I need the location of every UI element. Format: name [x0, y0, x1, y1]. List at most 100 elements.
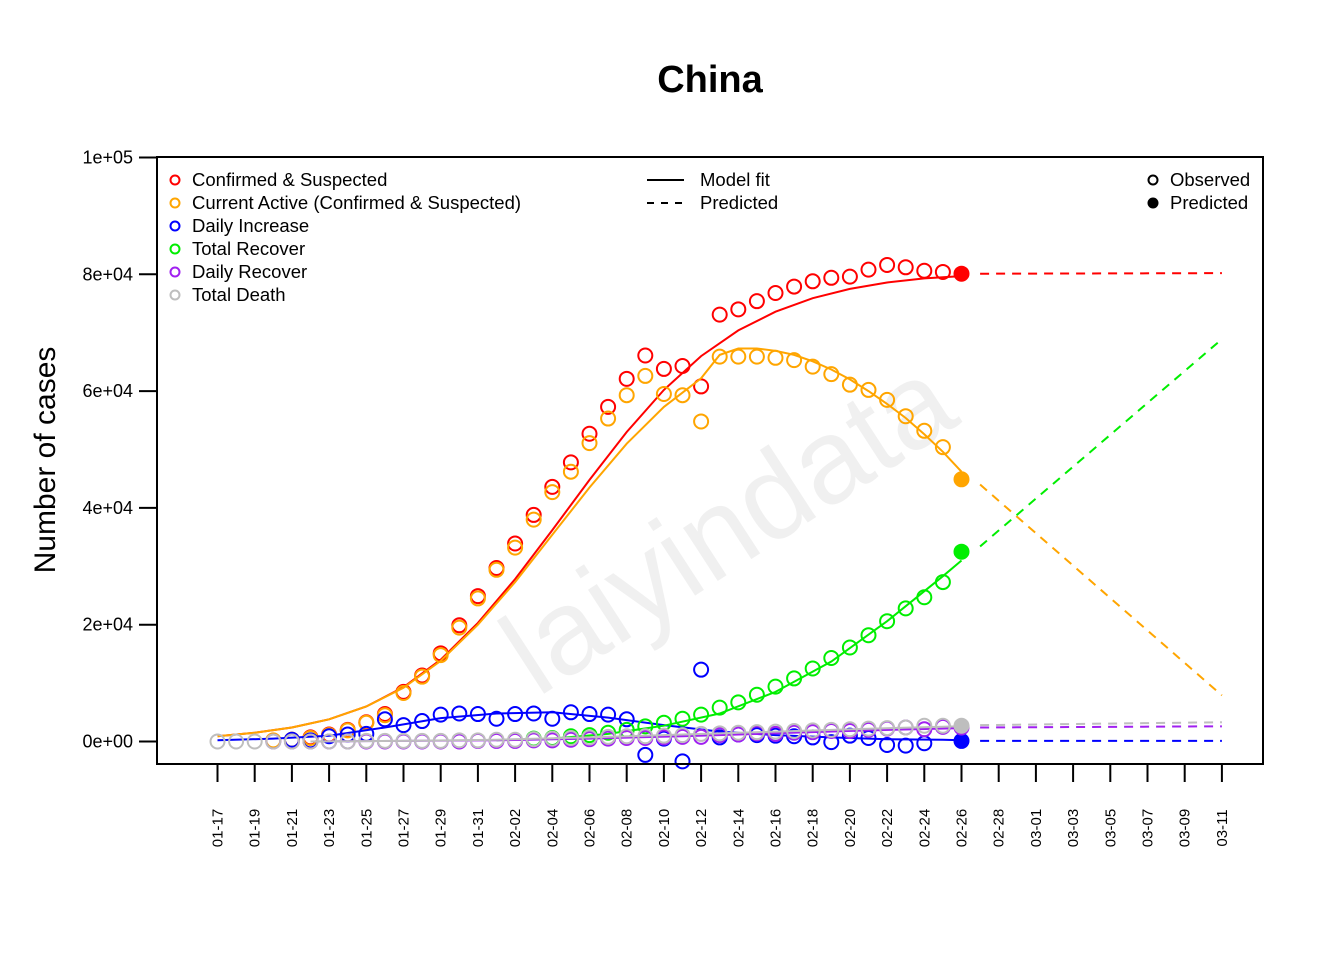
observed-point [544, 484, 561, 501]
observed-point [674, 753, 691, 770]
observed-point [823, 366, 840, 383]
observed-point [451, 619, 468, 636]
observed-point [228, 733, 245, 750]
observed-point [637, 367, 654, 384]
observed-point [823, 734, 840, 751]
observed-point [321, 728, 338, 745]
x-tick-label: 01-21 [284, 809, 301, 847]
x-tick-label: 02-16 [768, 809, 785, 847]
x-tick-label: 02-06 [582, 809, 599, 847]
observed-point [748, 686, 765, 703]
predicted-point [953, 265, 970, 282]
predicted-point [953, 543, 970, 560]
fit-line [217, 347, 963, 738]
observed-point [525, 511, 542, 528]
observed-point [674, 387, 691, 404]
legend-point-label: Predicted [1170, 192, 1248, 213]
observed-point [916, 262, 933, 279]
observed-point [897, 408, 914, 425]
observed-point [469, 732, 486, 749]
observed-point [934, 717, 951, 734]
observed-point [581, 425, 598, 442]
x-tick-label: 02-02 [507, 809, 524, 847]
observed-point [414, 732, 431, 749]
legend-series-label: Confirmed & Suspected [192, 169, 387, 190]
y-tick-label: 1e+05 [82, 148, 133, 168]
observed-point [376, 707, 393, 724]
observed-point [581, 435, 598, 452]
observed-point [693, 725, 710, 742]
fit-line [496, 559, 963, 742]
x-tick-label: 02-22 [879, 809, 896, 847]
observed-point [711, 348, 728, 365]
observed-point [860, 627, 877, 644]
observed-point [730, 301, 747, 318]
observed-point [395, 717, 412, 734]
observed-point [339, 722, 356, 739]
observed-point [916, 717, 933, 734]
observed-point [637, 746, 654, 763]
observed-point [934, 574, 951, 591]
predicted-line [980, 272, 1222, 275]
observed-point [507, 731, 524, 748]
x-tick-label: 03-03 [1065, 809, 1082, 847]
x-tick-label: 01-23 [321, 809, 338, 847]
observed-point [488, 710, 505, 727]
y-tick-label: 6e+04 [82, 381, 133, 401]
observed-point [786, 722, 803, 739]
x-tick-label: 03-01 [1028, 809, 1045, 847]
observed-point [265, 733, 282, 750]
observed-point [879, 391, 896, 408]
x-tick-label: 01-25 [358, 809, 375, 847]
legend-series-marker [169, 197, 181, 209]
observed-point [730, 724, 747, 741]
x-tick-label: 02-14 [730, 809, 747, 847]
observed-point [544, 730, 561, 747]
series-5 [209, 717, 1222, 750]
observed-point [841, 721, 858, 738]
observed-point [786, 670, 803, 687]
observed-point [730, 348, 747, 365]
observed-point [841, 268, 858, 285]
observed-point [376, 732, 393, 749]
observed-point [637, 347, 654, 364]
observed-point [860, 720, 877, 737]
legend-series-label: Daily Increase [192, 215, 309, 236]
observed-point [916, 735, 933, 752]
observed-point [600, 728, 617, 745]
observed-point [581, 729, 598, 746]
legend-series-label: Daily Recover [192, 261, 307, 282]
observed-point [302, 733, 319, 750]
predicted-line [980, 721, 1222, 727]
observed-point [767, 723, 784, 740]
observed-point [804, 273, 821, 290]
x-tick-label: 02-18 [805, 809, 822, 847]
fit-line [310, 725, 962, 743]
observed-point [618, 711, 635, 728]
observed-point [916, 422, 933, 439]
x-tick-label: 01-17 [210, 809, 227, 847]
observed-point [562, 463, 579, 480]
observed-point [209, 733, 226, 750]
x-tick-label: 01-27 [396, 809, 413, 847]
observed-point [600, 724, 617, 741]
x-tick-label: 01-19 [247, 809, 264, 847]
observed-point [562, 454, 579, 471]
legend-series-marker [169, 266, 181, 278]
observed-point [283, 733, 300, 750]
observed-point [358, 732, 375, 749]
x-tick-label: 02-20 [842, 809, 859, 847]
observed-point [655, 360, 672, 377]
observed-point [841, 639, 858, 656]
observed-point [432, 706, 449, 723]
observed-point [786, 278, 803, 295]
observed-point [525, 731, 542, 748]
plot-area [209, 256, 1223, 770]
legend-line-label: Model fit [700, 169, 770, 190]
legend-series-marker [169, 289, 181, 301]
observed-point [674, 710, 691, 727]
observed-point [860, 381, 877, 398]
predicted-point [953, 717, 970, 734]
